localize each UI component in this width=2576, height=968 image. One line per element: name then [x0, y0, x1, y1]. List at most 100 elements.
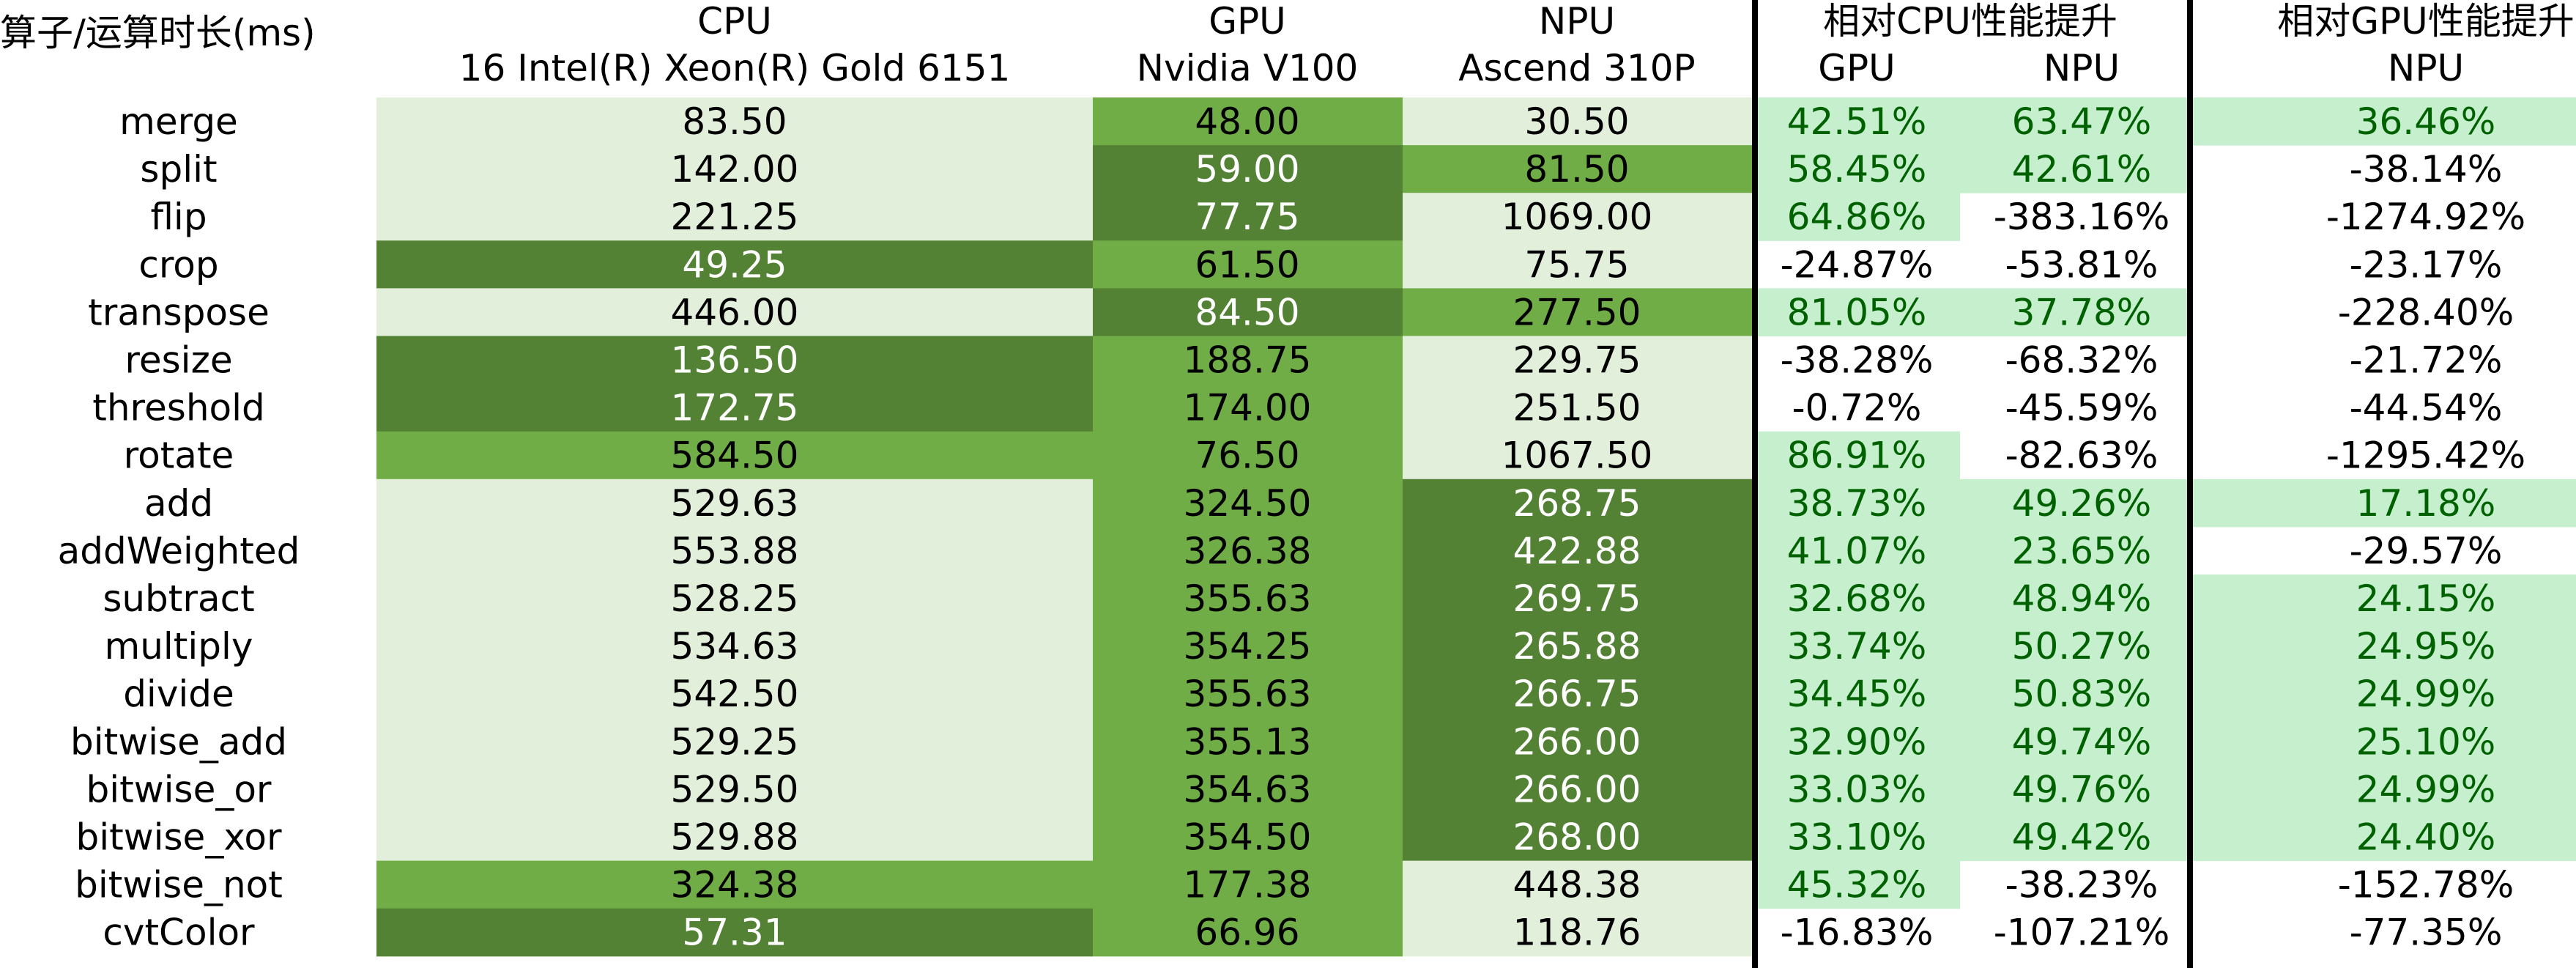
cell-bg-cpu	[376, 574, 1093, 623]
cell-bg-gpu	[1093, 813, 1403, 862]
cell-cpu_gpu: 58.45%	[1787, 148, 1927, 191]
cell-bg-gpu_npu	[2193, 97, 2576, 146]
cell-bg-npu	[1403, 431, 1752, 480]
header-rel-cpu-npu: NPU	[2044, 47, 2120, 89]
header-gpu-title: GPU	[1209, 0, 1286, 43]
cell-cpu_npu: -383.16%	[1994, 196, 2170, 238]
cell-bg-cpu	[376, 670, 1093, 718]
cell-cpu_gpu: 32.90%	[1787, 720, 1927, 763]
cell-npu: 30.50	[1524, 100, 1629, 143]
cell-cpu_npu: 63.47%	[2012, 100, 2152, 143]
cell-gpu_npu: 24.40%	[2356, 816, 2496, 859]
cell-cpu: 83.50	[682, 100, 787, 143]
row-label: resize	[125, 339, 232, 382]
cell-bg-npu	[1403, 670, 1752, 718]
cell-gpu_npu: -228.40%	[2338, 291, 2514, 333]
cell-gpu_npu: 24.15%	[2356, 577, 2496, 620]
cell-bg-npu	[1403, 288, 1752, 336]
cell-cpu: 57.31	[682, 912, 787, 954]
cell-gpu_npu: 36.46%	[2356, 100, 2496, 143]
cell-bg-cpu	[376, 336, 1093, 385]
cell-gpu_npu: -1274.92%	[2326, 196, 2525, 238]
cell-gpu: 59.00	[1195, 148, 1299, 191]
cell-bg-gpu	[1093, 908, 1403, 957]
cell-bg-gpu	[1093, 240, 1403, 289]
cell-npu: 268.75	[1513, 482, 1641, 525]
cell-bg-gpu_npu	[2193, 574, 2576, 623]
header-op: 算子/运算时长(ms)	[0, 12, 316, 54]
header-cpu-model: 16 Intel(R) Xeon(R) Gold 6151	[459, 47, 1011, 89]
cell-bg-cpu_gpu	[1758, 717, 1960, 766]
header-rel-gpu-npu: NPU	[2388, 47, 2464, 89]
cell-bg-cpu_npu	[1960, 813, 2187, 862]
cell-gpu_npu: -44.54%	[2350, 387, 2503, 429]
table-body: merge 83.50 48.00 30.50 42.51% 63.47% 36.46% sp…	[58, 97, 2576, 957]
cell-gpu: 76.50	[1195, 435, 1299, 477]
cell-npu: 229.75	[1513, 339, 1641, 382]
header-cpu-title: CPU	[697, 0, 772, 43]
cell-cpu_npu: 49.26%	[2012, 482, 2152, 525]
cell-bg-cpu_npu	[1960, 145, 2187, 193]
cell-cpu: 49.25	[682, 243, 787, 286]
cell-bg-npu	[1403, 908, 1752, 957]
cell-bg-gpu	[1093, 622, 1403, 670]
header-rel-gpu-title: 相对GPU性能提升	[2277, 0, 2575, 43]
cell-bg-gpu	[1093, 288, 1403, 336]
cell-npu: 268.00	[1513, 816, 1641, 859]
cell-npu: 269.75	[1513, 577, 1641, 620]
cell-cpu: 324.38	[671, 864, 799, 906]
row-label: split	[140, 148, 217, 191]
cell-bg-cpu_gpu	[1758, 97, 1960, 146]
cell-bg-cpu_gpu	[1758, 765, 1960, 813]
cell-bg-cpu_npu	[1960, 288, 2187, 336]
cell-bg-npu	[1403, 193, 1752, 241]
cell-bg-cpu	[376, 860, 1093, 909]
row-label: crop	[138, 243, 218, 286]
cell-gpu_npu: -38.14%	[2350, 148, 2503, 191]
cell-bg-gpu	[1093, 336, 1403, 385]
cell-cpu_gpu: 32.68%	[1787, 577, 1927, 620]
row-label: divide	[123, 673, 234, 715]
cell-gpu: 66.96	[1195, 912, 1299, 954]
cell-bg-cpu_npu	[1960, 526, 2187, 575]
row-label: bitwise_not	[75, 864, 283, 906]
header: 算子/运算时长(ms) CPU 16 Intel(R) Xeon(R) Gold…	[0, 0, 2575, 89]
cell-bg-cpu_gpu	[1758, 860, 1960, 909]
cell-bg-cpu	[376, 622, 1093, 670]
cell-bg-npu	[1403, 383, 1752, 432]
cell-gpu_npu: -23.17%	[2350, 243, 2503, 286]
cell-bg-cpu_npu	[1960, 765, 2187, 813]
cell-cpu: 529.63	[671, 482, 799, 525]
cell-cpu_npu: -68.32%	[2005, 339, 2159, 382]
cell-gpu: 354.25	[1184, 625, 1312, 668]
cell-npu: 266.00	[1513, 768, 1641, 810]
row-label: rotate	[124, 435, 234, 477]
cell-bg-gpu	[1093, 765, 1403, 813]
row-label: add	[144, 482, 213, 525]
cell-bg-gpu	[1093, 97, 1403, 146]
cell-cpu: 534.63	[671, 625, 799, 668]
cell-cpu_gpu: 81.05%	[1787, 291, 1927, 333]
cell-cpu_gpu: -24.87%	[1781, 243, 1934, 286]
cell-bg-cpu_npu	[1960, 622, 2187, 670]
cell-gpu: 188.75	[1184, 339, 1312, 382]
cell-cpu_gpu: 42.51%	[1787, 100, 1927, 143]
cell-cpu_gpu: 64.86%	[1787, 196, 1927, 238]
cell-bg-gpu	[1093, 479, 1403, 528]
cell-bg-gpu_npu	[2193, 622, 2576, 670]
cell-bg-npu	[1403, 479, 1752, 528]
cell-bg-cpu_gpu	[1758, 288, 1960, 336]
cell-bg-cpu	[376, 431, 1093, 480]
cell-bg-npu	[1403, 336, 1752, 385]
cell-cpu_npu: -38.23%	[2005, 864, 2159, 906]
cell-cpu_npu: 49.76%	[2012, 768, 2152, 810]
cell-bg-cpu_gpu	[1758, 479, 1960, 528]
cell-npu: 266.75	[1513, 673, 1641, 715]
cell-cpu: 142.00	[671, 148, 799, 191]
header-rel-cpu-gpu: GPU	[1818, 47, 1896, 89]
cell-bg-cpu	[376, 717, 1093, 766]
cell-cpu_npu: 50.27%	[2012, 625, 2152, 668]
cell-gpu: 326.38	[1184, 530, 1312, 572]
cell-npu: 1067.50	[1502, 435, 1653, 477]
cell-bg-cpu	[376, 193, 1093, 241]
